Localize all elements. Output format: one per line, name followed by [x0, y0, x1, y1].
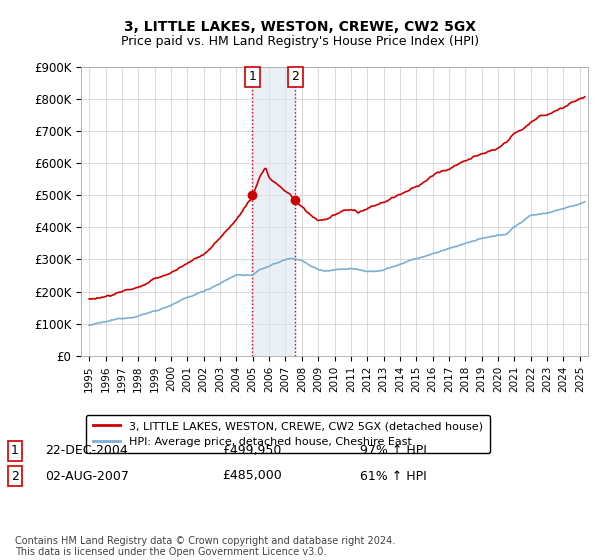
- Text: 2: 2: [11, 469, 19, 483]
- Text: 22-DEC-2004: 22-DEC-2004: [45, 444, 128, 458]
- Text: 1: 1: [248, 71, 256, 83]
- Text: 61% ↑ HPI: 61% ↑ HPI: [360, 469, 427, 483]
- Legend: 3, LITTLE LAKES, WESTON, CREWE, CW2 5GX (detached house), HPI: Average price, de: 3, LITTLE LAKES, WESTON, CREWE, CW2 5GX …: [86, 414, 490, 454]
- Text: 3, LITTLE LAKES, WESTON, CREWE, CW2 5GX: 3, LITTLE LAKES, WESTON, CREWE, CW2 5GX: [124, 20, 476, 34]
- Text: 97% ↑ HPI: 97% ↑ HPI: [360, 444, 427, 458]
- Text: £485,000: £485,000: [222, 469, 282, 483]
- Text: Contains HM Land Registry data © Crown copyright and database right 2024.
This d: Contains HM Land Registry data © Crown c…: [15, 535, 395, 557]
- Text: 1: 1: [11, 444, 19, 458]
- Text: 2: 2: [292, 71, 299, 83]
- Text: £499,950: £499,950: [222, 444, 281, 458]
- Bar: [252, 67, 295, 356]
- Text: 02-AUG-2007: 02-AUG-2007: [45, 469, 129, 483]
- Text: Price paid vs. HM Land Registry's House Price Index (HPI): Price paid vs. HM Land Registry's House …: [121, 35, 479, 48]
